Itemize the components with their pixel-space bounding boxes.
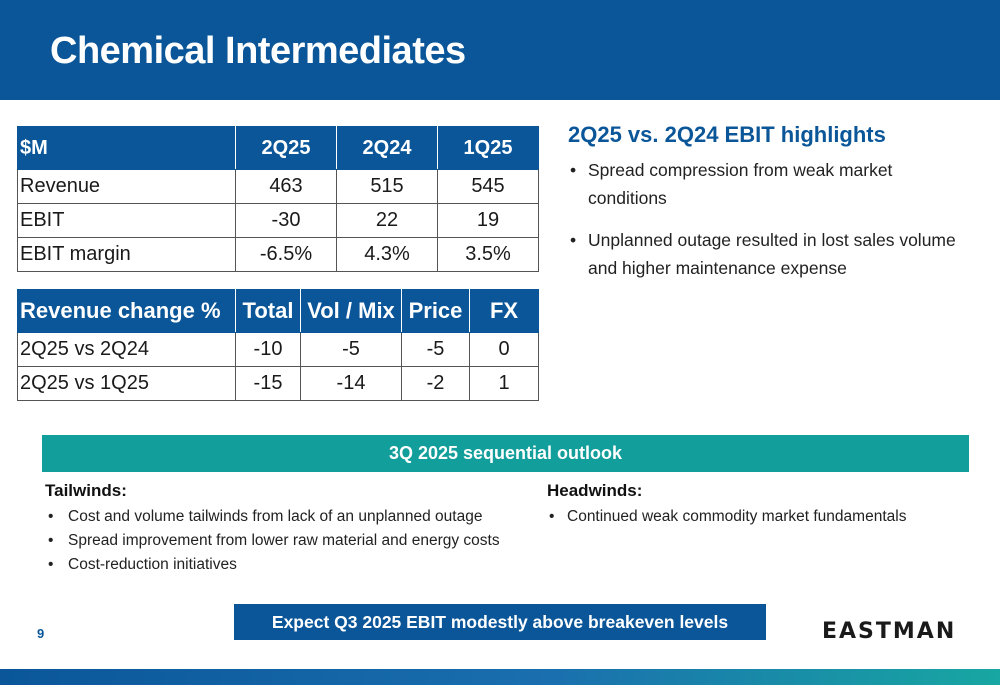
tailwinds-list: Cost and volume tailwinds from lack of a… [45, 505, 525, 577]
revenue-change-table: Revenue change % Total Vol / Mix Price F… [17, 289, 539, 401]
table-cell: 4.3% [336, 237, 438, 272]
column-header: FX [469, 289, 539, 333]
table-header-row: Revenue change % Total Vol / Mix Price F… [17, 289, 539, 333]
column-header: 2Q25 [235, 126, 337, 170]
list-item: Cost and volume tailwinds from lack of a… [45, 505, 525, 529]
table-row: 2Q25 vs 2Q24 -10 -5 -5 0 [17, 332, 539, 367]
table-cell: -15 [235, 366, 301, 401]
table-row: Revenue 463 515 545 [17, 169, 539, 204]
ebit-highlights: 2Q25 vs. 2Q24 EBIT highlights Spread com… [568, 122, 968, 296]
table-cell: -30 [235, 203, 337, 238]
row-label: EBIT margin [17, 237, 236, 272]
table-cell: 0 [469, 332, 539, 367]
table-cell: -5 [401, 332, 470, 367]
row-label: Revenue [17, 169, 236, 204]
list-item: Spread compression from weak market cond… [568, 156, 968, 212]
table-cell: 19 [437, 203, 539, 238]
expectation-banner: Expect Q3 2025 EBIT modestly above break… [234, 604, 766, 640]
table-cell: -10 [235, 332, 301, 367]
column-header: Total [235, 289, 301, 333]
headwinds-list: Continued weak commodity market fundamen… [547, 505, 967, 529]
list-item: Unplanned outage resulted in lost sales … [568, 226, 968, 282]
table-cell: 1 [469, 366, 539, 401]
highlights-title: 2Q25 vs. 2Q24 EBIT highlights [568, 122, 886, 147]
tailwinds-section: Tailwinds: Cost and volume tailwinds fro… [45, 481, 525, 577]
table-cell: -2 [401, 366, 470, 401]
page-number: 9 [37, 626, 45, 641]
table-cell: -5 [300, 332, 402, 367]
row-label: 2Q25 vs 2Q24 [17, 332, 236, 367]
page-title: Chemical Intermediates [50, 30, 466, 72]
table-cell: -6.5% [235, 237, 337, 272]
list-item: Spread improvement from lower raw materi… [45, 529, 525, 553]
table-cell: 515 [336, 169, 438, 204]
table-cell: -14 [300, 366, 402, 401]
outlook-title: 3Q 2025 sequential outlook [388, 443, 623, 463]
financials-table: $M 2Q25 2Q24 1Q25 Revenue 463 515 545 EB… [17, 126, 539, 272]
table-row: 2Q25 vs 1Q25 -15 -14 -2 1 [17, 366, 539, 401]
column-header: $M [17, 126, 236, 170]
table-header-row: $M 2Q25 2Q24 1Q25 [17, 126, 539, 170]
list-item: Cost-reduction initiatives [45, 553, 525, 577]
expectation-text: Expect Q3 2025 EBIT modestly above break… [271, 611, 729, 632]
table-row: EBIT margin -6.5% 4.3% 3.5% [17, 237, 539, 272]
row-label: EBIT [17, 203, 236, 238]
headwinds-section: Headwinds: Continued weak commodity mark… [547, 481, 967, 529]
highlights-list: Spread compression from weak market cond… [568, 156, 968, 282]
outlook-banner: 3Q 2025 sequential outlook [42, 435, 969, 472]
column-header: Price [401, 289, 470, 333]
table-cell: 545 [437, 169, 539, 204]
table-cell: 463 [235, 169, 337, 204]
column-header: Vol / Mix [300, 289, 402, 333]
footer-stripe [0, 669, 1000, 685]
table-row: EBIT -30 22 19 [17, 203, 539, 238]
tailwinds-heading: Tailwinds: [45, 481, 127, 500]
row-label: 2Q25 vs 1Q25 [17, 366, 236, 401]
headwinds-heading: Headwinds: [547, 481, 643, 500]
column-header: Revenue change % [17, 289, 236, 333]
column-header: 1Q25 [437, 126, 539, 170]
title-banner: Chemical Intermediates [0, 0, 1000, 100]
table-cell: 22 [336, 203, 438, 238]
list-item: Continued weak commodity market fundamen… [547, 505, 967, 529]
eastman-logo: EASTMAN [822, 619, 957, 644]
column-header: 2Q24 [336, 126, 438, 170]
table-cell: 3.5% [437, 237, 539, 272]
